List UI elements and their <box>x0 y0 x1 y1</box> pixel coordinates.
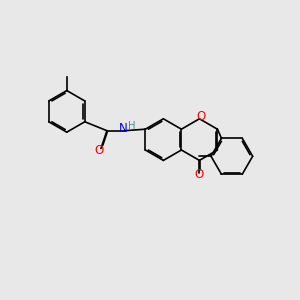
Text: O: O <box>95 144 104 157</box>
Text: N: N <box>119 122 128 135</box>
Text: O: O <box>195 168 204 181</box>
Text: O: O <box>196 110 206 123</box>
Text: H: H <box>128 121 135 130</box>
